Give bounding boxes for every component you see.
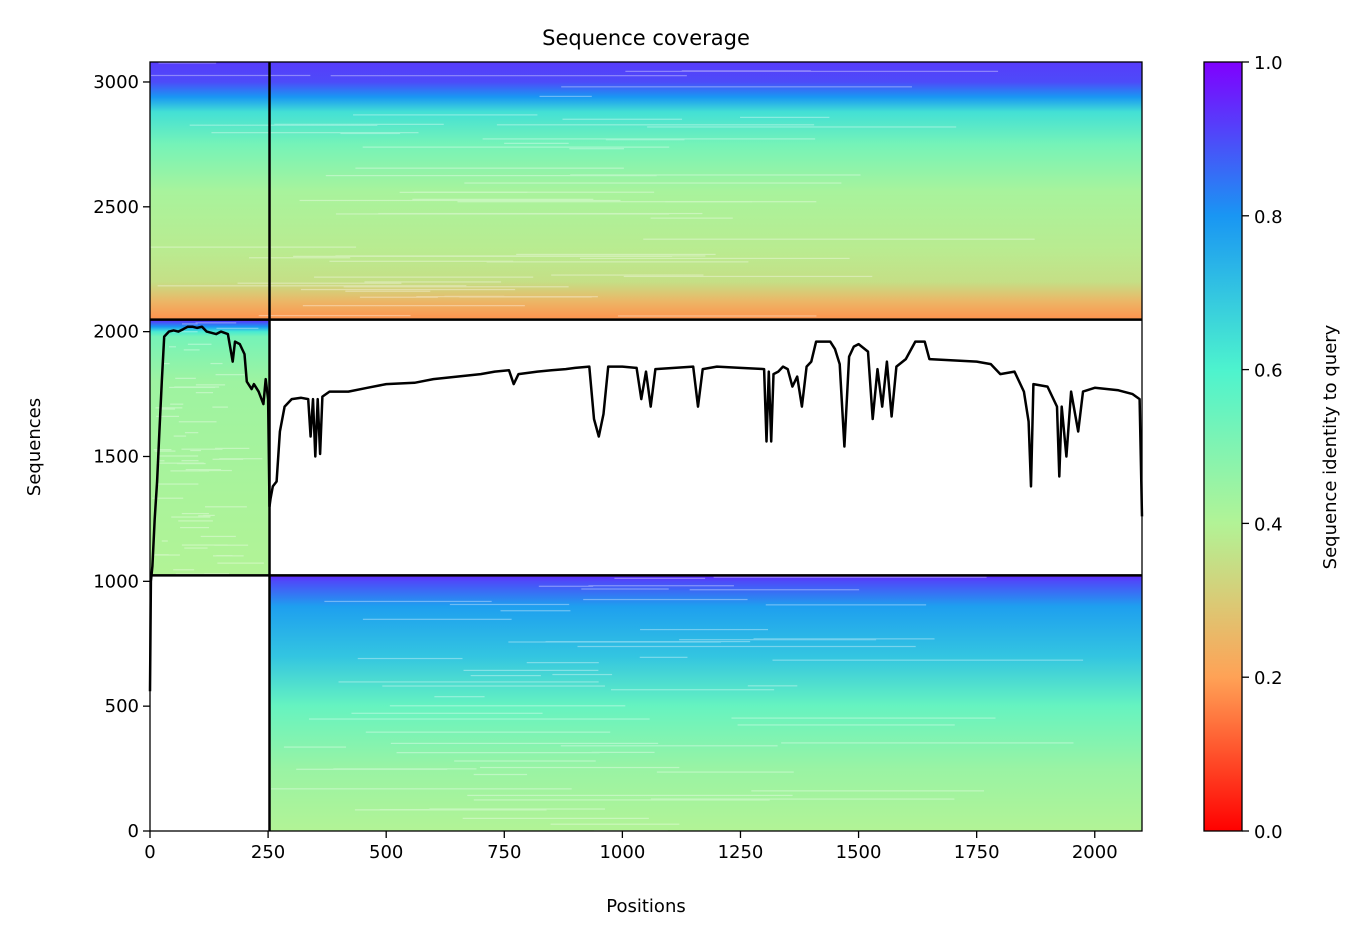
block-chain-A-only [150,319,270,576]
colorbar-gradient [1203,61,1243,832]
x-tick-label: 500 [369,842,403,863]
row-texture [150,62,1084,833]
x-tick-label: 2000 [1072,842,1118,863]
coverage-line [148,325,1144,692]
colorbar: 0.0 0.2 0.4 0.6 0.8 1.0 [1203,53,1283,843]
x-tick-label: 1000 [599,842,645,863]
x-tick-label: 1250 [718,842,764,863]
x-tick-label: 1500 [836,842,882,863]
x-tick-label: 750 [487,842,521,863]
plot-area [148,61,1144,833]
y-tick-label: 1000 [93,571,139,592]
y-tick-label: 500 [105,696,139,717]
colorbar-label: Sequence identity to query [1320,324,1341,569]
x-tick-label: 0 [144,842,155,863]
colorbar-tick-label: 0.8 [1254,207,1283,228]
x-tick-label: 1750 [954,842,1000,863]
colorbar-tick-label: 0.6 [1254,361,1283,382]
colorbar-tick-label: 0.0 [1254,822,1283,843]
y-tick-label: 2000 [93,322,139,343]
colorbar-tick-label: 1.0 [1254,53,1283,74]
y-tick-label: 0 [128,821,139,842]
plot-frame [149,61,1143,832]
colorbar-tick-label: 0.2 [1254,668,1283,689]
x-tick-label: 250 [251,842,285,863]
y-tick-label: 1500 [93,446,139,467]
x-axis: 0 250 500 750 1000 1250 1500 1750 2000 [144,831,1118,863]
y-tick-label: 3000 [93,72,139,93]
y-axis: 0 500 1000 1500 2000 2500 3000 [93,72,150,842]
y-axis-label: Sequences [24,398,45,496]
block-chain-B-only [269,575,1142,831]
colorbar-tick-label: 0.4 [1254,514,1283,535]
y-tick-label: 2500 [93,197,139,218]
x-axis-label: Positions [606,896,685,917]
chart-title: Sequence coverage [542,26,750,50]
block-paired [150,62,1142,320]
